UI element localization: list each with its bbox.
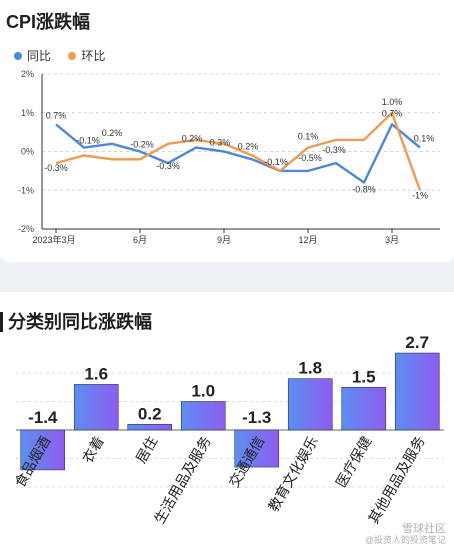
legend-dot-yoy	[14, 51, 22, 60]
bar-value-label: 2.7	[405, 333, 429, 352]
bar	[287, 378, 333, 431]
watermark: 雪球社区 @投资人的投资笔记	[365, 524, 446, 546]
bar-value-label: 1.6	[84, 364, 108, 383]
bar-value-label: -1.4	[28, 408, 58, 427]
legend-item-mom[interactable]: 环比	[68, 47, 105, 64]
bar	[73, 384, 119, 431]
x-tick-label: 9月	[217, 235, 231, 245]
category-label: 居住	[132, 434, 160, 466]
data-label: -1%	[412, 190, 428, 200]
bar	[20, 429, 66, 471]
data-label: -0.5%	[298, 153, 322, 163]
data-label: 0.1%	[298, 132, 319, 142]
bar-value-label: 1.8	[298, 359, 322, 378]
bar	[180, 401, 226, 431]
data-label: 0.2%	[102, 128, 123, 138]
category-label: 医疗保健	[332, 434, 374, 490]
x-tick-label: 2023年3月	[32, 234, 75, 245]
data-label: -0.1%	[76, 136, 100, 146]
x-tick-label: 12月	[298, 235, 317, 245]
category-label: 生活用品及服务	[151, 434, 214, 527]
category-label: 衣着	[79, 434, 107, 466]
cpi-legend[interactable]: 同比 环比	[14, 47, 119, 64]
bar	[234, 429, 280, 468]
bar	[127, 423, 173, 431]
data-label: 0.3%	[210, 138, 231, 148]
watermark-line2: @投资人的投资笔记	[364, 535, 446, 545]
bar	[394, 352, 440, 431]
bar	[341, 386, 387, 431]
bar-value-label: 1.0	[191, 382, 215, 401]
data-label: -0.3%	[322, 145, 346, 155]
x-tick-label: 3月	[385, 235, 399, 245]
data-label: 0.7%	[382, 108, 403, 118]
legend-label-yoy: 同比	[27, 49, 52, 63]
data-label: 1.0%	[382, 97, 403, 107]
bar-value-label: -1.3	[242, 408, 271, 427]
data-label: -0.3%	[44, 163, 68, 173]
cpi-line-chart: 2%1%0%-1%-2%2023年3月 6月 9月 12月 3月0.7%-0.1%0.2…	[18, 69, 440, 245]
cpi-card	[0, 0, 454, 262]
bar-value-label: 1.5	[352, 367, 376, 386]
y-tick-label: -2%	[18, 224, 34, 234]
data-label: 0.1%	[414, 134, 435, 144]
cpi-chart-title: CPI涨跌幅	[6, 12, 91, 32]
y-tick-label: -1%	[18, 185, 34, 195]
data-label: -0.3%	[156, 161, 180, 171]
y-tick-label: 2%	[21, 69, 34, 79]
data-label: 0.7%	[46, 110, 67, 120]
y-tick-label: 0%	[21, 147, 34, 157]
data-label: -0.1%	[264, 157, 288, 167]
data-label: 0.2%	[182, 134, 203, 144]
category-label: 其他用品及服务	[365, 434, 428, 527]
category-chart-title: 分类别同比涨跌幅	[0, 312, 152, 332]
watermark-line1: 雪球社区	[402, 523, 446, 535]
data-label: 0.2%	[238, 141, 259, 151]
legend-dot-mom	[68, 51, 77, 60]
data-label: -0.2%	[130, 140, 154, 150]
x-tick-label: 6月	[133, 235, 147, 245]
series-line-mom	[55, 111, 422, 191]
y-tick-label: 1%	[21, 108, 34, 118]
legend-item-yoy[interactable]: 同比	[14, 47, 51, 64]
bar-value-label: 0.2	[138, 404, 162, 423]
data-label: -0.8%	[352, 185, 376, 195]
series-line-yoy	[55, 123, 421, 184]
legend-label-mom: 环比	[81, 49, 106, 63]
